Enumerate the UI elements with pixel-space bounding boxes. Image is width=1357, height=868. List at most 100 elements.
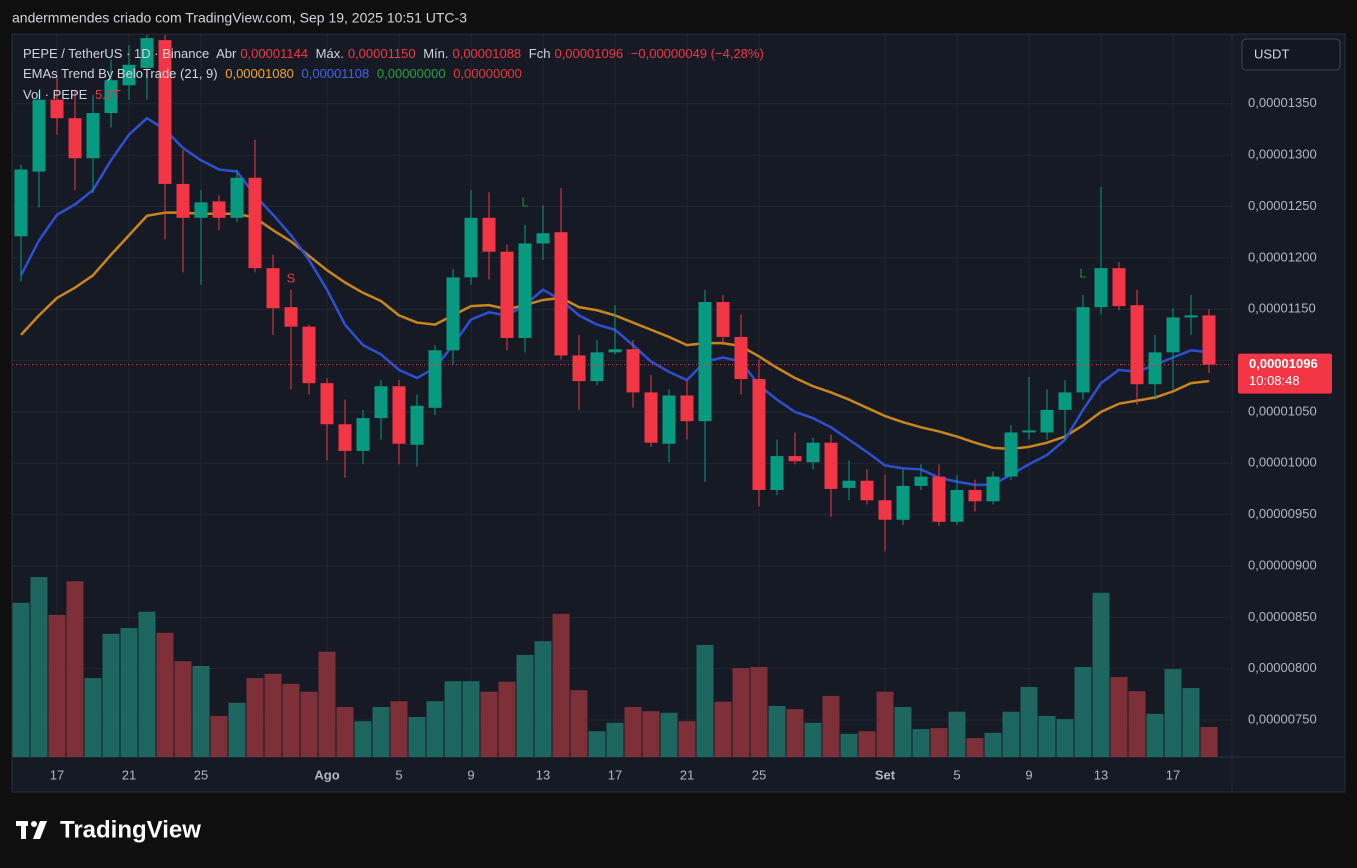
candle-body	[500, 251, 514, 338]
volume-bar	[858, 731, 876, 757]
volume-bar	[642, 711, 660, 757]
candle-body	[968, 489, 982, 502]
candle-body	[1148, 352, 1162, 385]
volume-title: Vol · PEPE	[23, 87, 88, 102]
candle-body	[680, 395, 694, 422]
candle-body	[536, 233, 550, 244]
volume-value: 5.7T	[94, 87, 121, 102]
volume-bar	[1056, 719, 1074, 757]
candle-body	[104, 80, 118, 114]
legend-key: Mín.	[423, 46, 449, 61]
logo-shape	[33, 821, 47, 839]
volume-bar	[1146, 713, 1164, 757]
logo: TradingView	[16, 816, 201, 843]
volume-bar	[408, 717, 426, 757]
volume-bar	[390, 701, 408, 757]
candle-body	[842, 480, 856, 488]
candle-body	[1058, 392, 1072, 410]
indicator-value: 0,00000000	[453, 66, 522, 81]
volume-bar	[156, 632, 174, 757]
candle-body	[356, 418, 370, 451]
volume-bar	[732, 668, 750, 757]
currency-label: USDT	[1254, 46, 1289, 61]
volume-bar	[912, 729, 930, 757]
volume-bar	[966, 738, 984, 757]
candle-body	[32, 99, 46, 172]
volume-bar	[1110, 677, 1128, 757]
candle-body	[986, 476, 1000, 502]
candle-body	[230, 177, 244, 218]
candle-body	[626, 349, 640, 393]
volume-bar	[1038, 715, 1056, 757]
volume-bar	[426, 701, 444, 757]
signal-label: S	[287, 270, 296, 285]
y-tick-label: 0,00000800	[1248, 660, 1317, 675]
volume-bar	[768, 705, 786, 757]
candle-body	[1094, 268, 1108, 308]
legend-change: −0,00000049 (−4,28%)	[630, 46, 764, 61]
candle-body	[770, 456, 784, 490]
volume-bar	[876, 691, 894, 757]
candle-body	[752, 379, 766, 490]
candle-body	[1004, 432, 1018, 477]
price-tag-value: 0,00001096	[1249, 356, 1318, 371]
y-tick-label: 0,00000850	[1248, 609, 1317, 624]
y-tick-label: 0,00001150	[1248, 301, 1316, 316]
volume-bar	[12, 602, 30, 757]
candle-body	[464, 217, 478, 278]
y-tick-label: 0,00001250	[1248, 198, 1317, 213]
candle-body	[86, 113, 100, 159]
price-tag-countdown: 10:08:48	[1249, 373, 1300, 388]
candle-body	[1184, 315, 1198, 318]
candle-body	[50, 99, 64, 119]
candle-body	[176, 183, 190, 218]
y-tick-label: 0,00000900	[1248, 557, 1317, 572]
x-tick-label: 25	[194, 767, 208, 782]
indicator-value: 0,00001108	[301, 66, 370, 81]
currency-button[interactable]	[1241, 38, 1341, 71]
legend-value: 0,00001088	[452, 46, 522, 61]
volume-bar	[174, 661, 192, 757]
volume-bar	[1200, 727, 1218, 757]
legend-key: Fch	[528, 46, 551, 61]
candle-body	[518, 243, 532, 338]
y-tick-label: 0,00001200	[1248, 249, 1317, 264]
volume-bar	[30, 577, 48, 757]
candle-body	[212, 201, 226, 218]
candle-body	[608, 349, 622, 353]
legend-key: Abr	[216, 46, 237, 61]
candle-body	[1166, 317, 1180, 353]
volume-bar	[1002, 711, 1020, 757]
candle-body	[410, 405, 424, 445]
candle-body	[932, 476, 946, 522]
indicator-value: 0,00001080	[225, 66, 294, 81]
volume-bar	[840, 733, 858, 757]
candle-body	[1022, 430, 1036, 433]
signal-label: L	[521, 194, 528, 209]
volume-bar	[1128, 691, 1146, 757]
legend-row: EMAs Trend By BeloTrade (21, 9) 0,000010…	[23, 66, 526, 82]
x-tick-label: 13	[536, 767, 550, 782]
volume-bar	[372, 707, 390, 757]
volume-bar	[606, 722, 624, 757]
x-tick-label: 9	[1025, 767, 1032, 782]
candle-body	[806, 442, 820, 463]
candle-body	[194, 202, 208, 218]
volume-bar	[498, 681, 516, 757]
volume-bar	[984, 732, 1002, 757]
volume-bar	[336, 707, 354, 757]
candle-body	[698, 302, 712, 422]
candle-body	[302, 326, 316, 384]
volume-bar	[264, 673, 282, 757]
candle-body	[896, 485, 910, 520]
candle-body	[734, 336, 748, 380]
candle-body	[1202, 315, 1216, 365]
y-tick-label: 0,00000750	[1248, 711, 1317, 726]
x-tick-label: 17	[1166, 767, 1180, 782]
logo-shape	[21, 821, 26, 839]
legend-value: 0,00001096	[554, 46, 624, 61]
y-tick-label: 0,00001000	[1248, 455, 1317, 470]
candle-body	[824, 442, 838, 489]
volume-bar	[516, 654, 534, 757]
